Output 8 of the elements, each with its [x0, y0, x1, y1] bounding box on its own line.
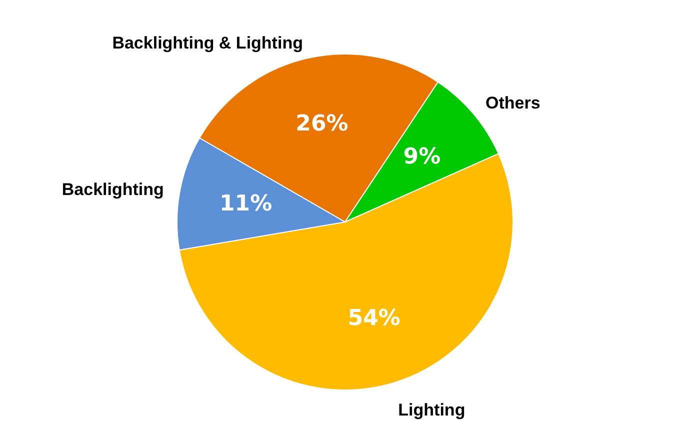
- data-label: 9%: [403, 144, 441, 170]
- data-label: 11%: [219, 192, 272, 217]
- data-label: 54%: [348, 306, 400, 331]
- slice-label: Backlighting & Lighting: [112, 33, 303, 52]
- slice-label: Others: [486, 94, 540, 113]
- slice-label: Backlighting: [62, 180, 164, 199]
- data-label: 26%: [296, 111, 348, 136]
- slice-label: Lighting: [398, 400, 466, 420]
